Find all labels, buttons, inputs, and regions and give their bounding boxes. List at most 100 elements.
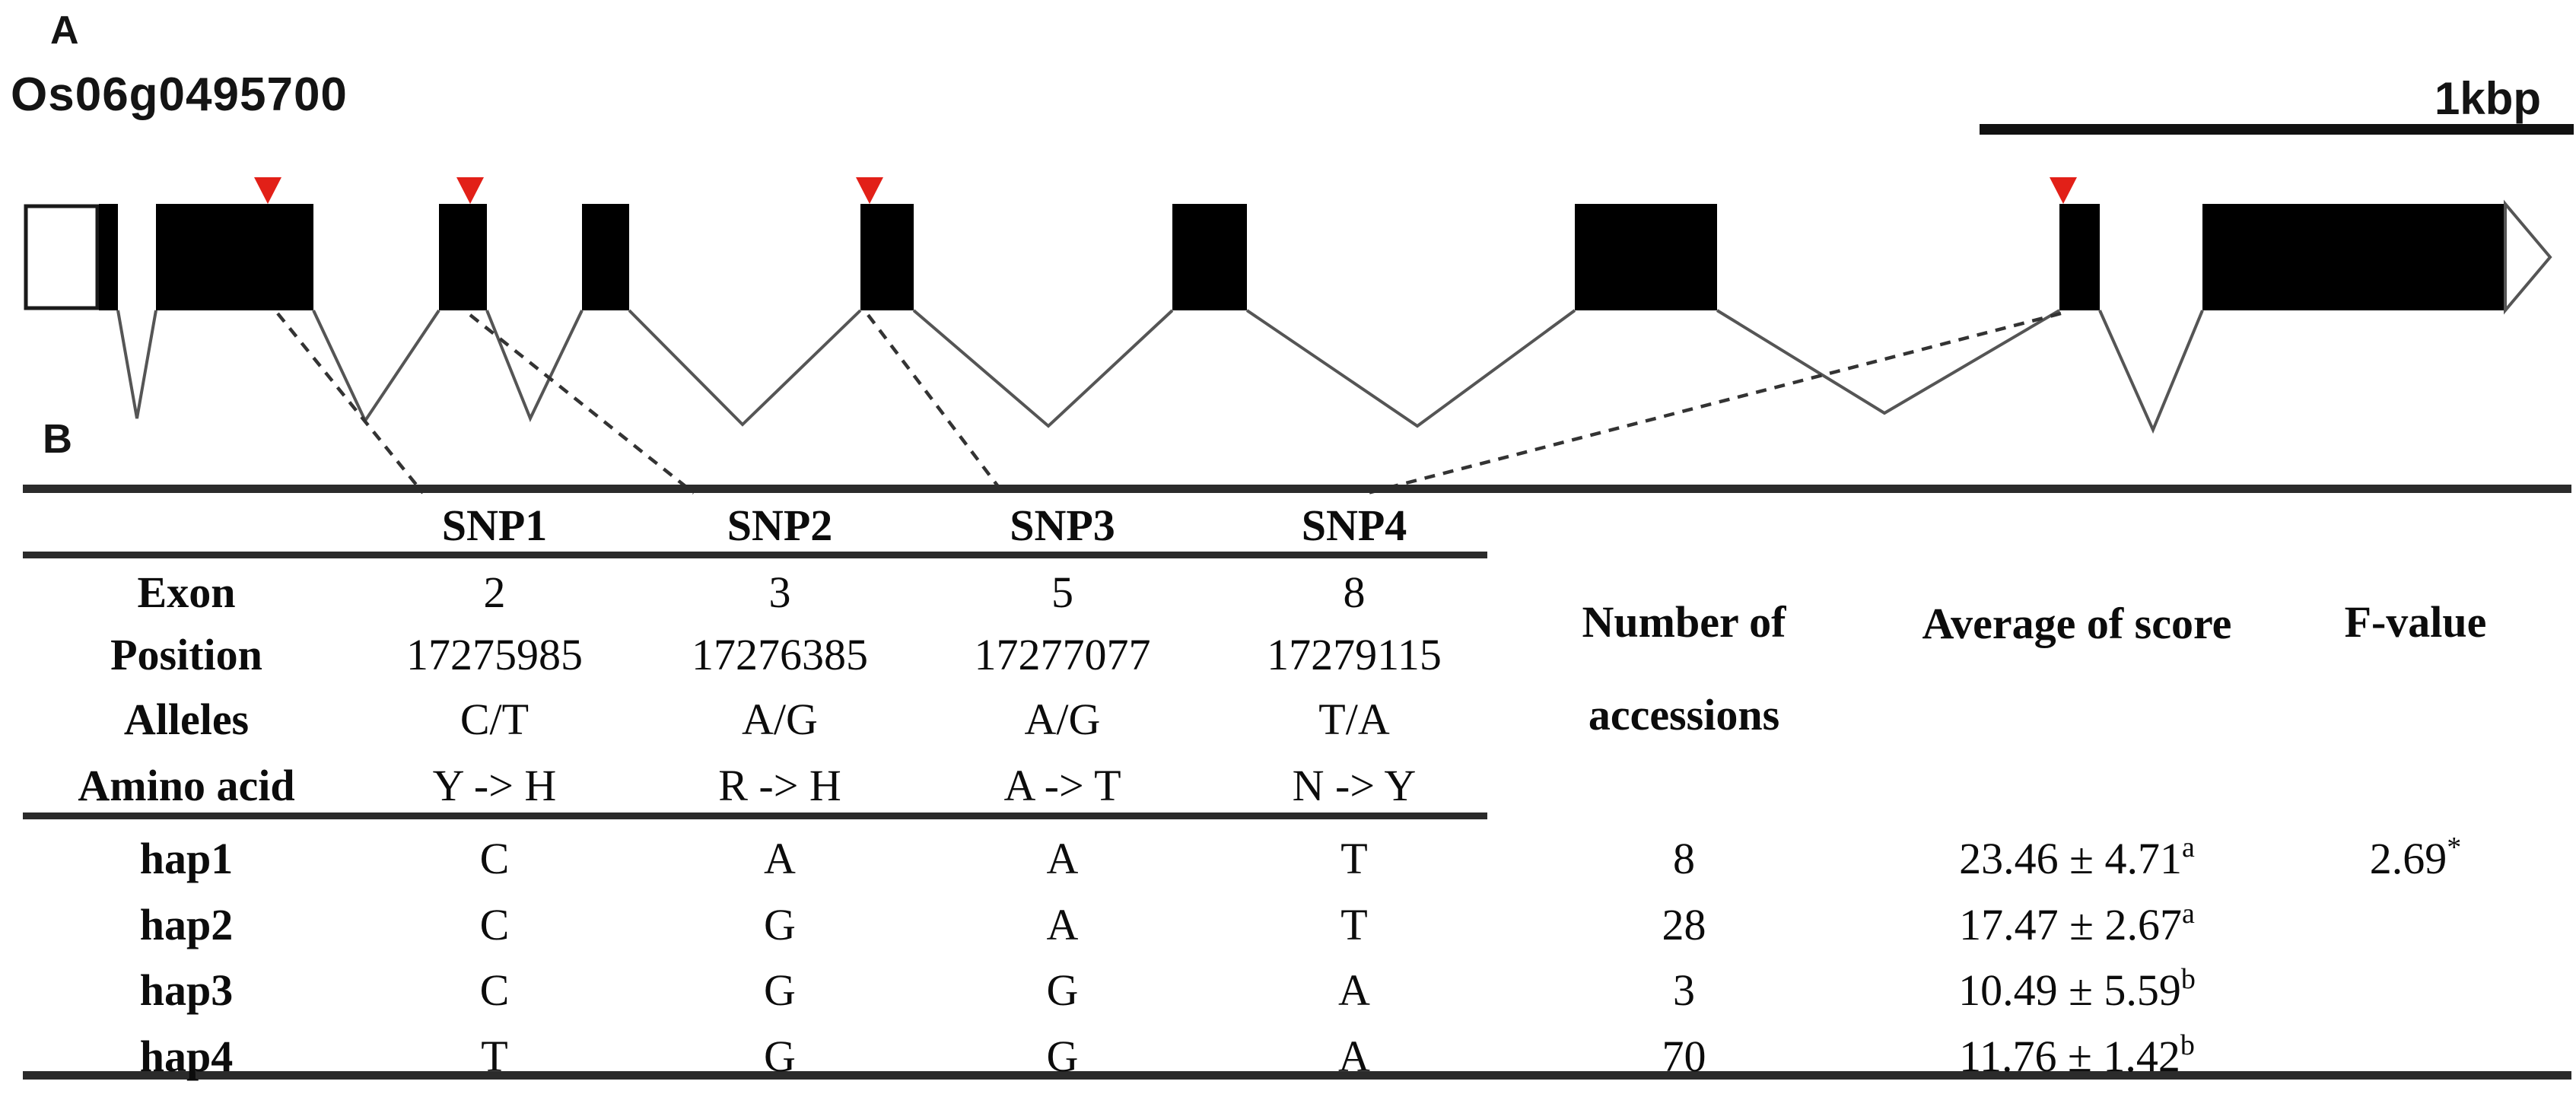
average-score-value: 23.46 ± 4.71 xyxy=(1959,833,2182,883)
accessions-cell: 8 xyxy=(1673,833,1695,883)
snp3-arrow-icon xyxy=(856,177,883,204)
table-cell: 17277077 xyxy=(974,629,1151,679)
hap1-label: hap1 xyxy=(139,833,234,883)
snp4-dashed-line xyxy=(1361,311,2062,497)
snp2-dashed-line xyxy=(469,313,695,494)
intron-line xyxy=(312,309,440,425)
exon-box-6 xyxy=(1172,204,1247,310)
gene-end-arrow xyxy=(2504,199,2552,315)
table-cell: N -> Y xyxy=(1292,760,1417,810)
exon-box-2 xyxy=(156,204,313,310)
accessions-header-line2: accessions xyxy=(1588,690,1780,739)
average-score-value: 17.47 ± 2.67 xyxy=(1959,899,2182,949)
exon-box-4 xyxy=(582,204,629,310)
exon-box-1 xyxy=(99,204,118,310)
exon-box-3 xyxy=(439,204,487,310)
intron-line xyxy=(2098,310,2204,434)
haplotype-row: hap3 C G G A 3 10.49 ± 5.59b xyxy=(23,957,2541,1022)
table-cell: 3 xyxy=(768,567,791,617)
table-cell: T xyxy=(1340,899,1368,949)
snp3-dashed-line xyxy=(867,313,1006,496)
table-cell: G xyxy=(764,965,796,1015)
table-cell: G xyxy=(764,1031,796,1081)
table-cell: 17275985 xyxy=(406,629,583,679)
accessions-cell: 70 xyxy=(1662,1031,1706,1081)
table-cell: A xyxy=(1046,833,1079,883)
gene-name: Os06g0495700 xyxy=(11,68,348,121)
f-value-header: F-value xyxy=(2344,597,2487,647)
table-cell: 8 xyxy=(1343,567,1366,617)
table-rule-under-snp-headers xyxy=(23,552,1487,558)
table-cell: G xyxy=(764,899,796,949)
intron-line xyxy=(116,310,157,419)
scale-bar-label: 1kbp xyxy=(2434,73,2541,124)
table-cell: T/A xyxy=(1318,694,1390,744)
exon-row: Exon 2 3 5 8 xyxy=(23,559,2541,625)
table-cell: C xyxy=(479,899,510,949)
snp1-arrow-icon xyxy=(254,177,281,204)
table-cell: A -> T xyxy=(1003,760,1121,810)
table-cell: T xyxy=(1340,833,1368,883)
haplotype-row: hap1 C A A T 8 23.46 ± 4.71a 2.69* xyxy=(23,825,2541,891)
table-rule-top xyxy=(23,485,2571,493)
table-rule-mid xyxy=(23,812,1487,819)
amino-acid-row-label: Amino acid xyxy=(78,760,295,810)
table-rule-bottom xyxy=(23,1071,2571,1080)
average-score-cell: 11.76 ± 1.42b xyxy=(1864,1031,2290,1082)
snp1-header: SNP1 xyxy=(441,500,548,550)
intron-line xyxy=(1716,309,2061,415)
panel-a-label: A xyxy=(50,8,79,52)
hap3-label: hap3 xyxy=(139,965,234,1015)
position-row-label: Position xyxy=(110,629,262,679)
significance-letter: a xyxy=(2181,897,2195,930)
intron-line xyxy=(912,309,1174,428)
average-score-value: 11.76 ± 1.42 xyxy=(1959,1031,2180,1081)
intron-line xyxy=(485,310,584,422)
significance-letter: b xyxy=(2180,1029,2195,1061)
alleles-row-label: Alleles xyxy=(123,694,250,744)
table-cell: T xyxy=(481,1031,508,1081)
scale-bar-line xyxy=(1980,124,2574,135)
exon-box-7 xyxy=(1575,204,1717,310)
snp4-header: SNP4 xyxy=(1301,500,1407,550)
hap4-label: hap4 xyxy=(139,1031,234,1081)
f-value: 2.69 xyxy=(2369,833,2447,883)
table-cell: C xyxy=(479,965,510,1015)
table-cell: 5 xyxy=(1051,567,1073,617)
gene-structure-diagram xyxy=(24,124,2574,497)
table-cell: A xyxy=(1338,965,1370,1015)
table-cell: 2 xyxy=(483,567,506,617)
table-cell: G xyxy=(1046,1031,1079,1081)
table-cell: A xyxy=(1338,1031,1370,1081)
average-score-value: 10.49 ± 5.59 xyxy=(1958,965,2181,1015)
snp4-arrow-icon xyxy=(2050,177,2077,204)
accessions-cell: 3 xyxy=(1673,965,1695,1015)
position-row: Position 17275985 17276385 17277077 1727… xyxy=(23,622,2541,687)
table-cell: 17276385 xyxy=(692,629,868,679)
table-cell: 17279115 xyxy=(1267,629,1442,679)
significance-letter: a xyxy=(2181,831,2195,863)
snp2-header: SNP2 xyxy=(727,500,833,550)
exon-row-label: Exon xyxy=(137,567,236,617)
snp2-arrow-icon xyxy=(456,177,484,204)
table-cell: A xyxy=(764,833,796,883)
table-cell: R -> H xyxy=(718,760,841,810)
average-score-cell: 17.47 ± 2.67a xyxy=(1864,899,2290,950)
table-cell: A/G xyxy=(742,694,818,744)
alleles-row: Alleles C/T A/G A/G T/A xyxy=(23,686,2541,752)
significance-letter: b xyxy=(2180,962,2196,995)
hap2-label: hap2 xyxy=(139,899,234,949)
intron-line xyxy=(1245,309,1576,428)
snp-header-row: SNP1 SNP2 SNP3 SNP4 xyxy=(23,492,2541,558)
table-cell: A xyxy=(1046,899,1079,949)
f-value-cell: 2.69* xyxy=(2290,833,2541,884)
utr-box xyxy=(24,204,100,310)
table-cell: C xyxy=(479,833,510,883)
haplotype-row: hap4 T G G A 70 11.76 ± 1.42b xyxy=(23,1023,2541,1089)
accessions-header-line1: Number of xyxy=(1582,597,1786,647)
snp1-dashed-line xyxy=(276,312,425,494)
table-cell: Y -> H xyxy=(432,760,557,810)
table-cell: C/T xyxy=(460,694,530,744)
accessions-cell: 28 xyxy=(1662,899,1706,949)
